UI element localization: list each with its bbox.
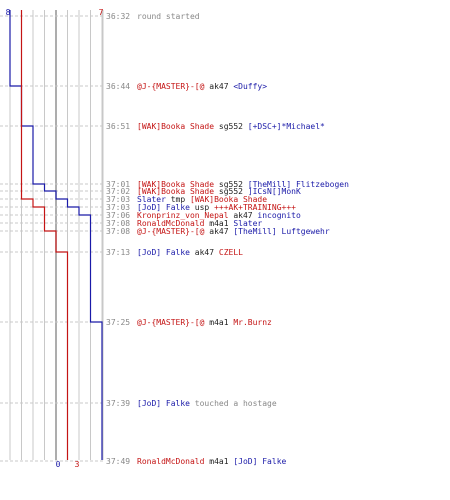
event-part: @J-{MASTER}-[@ bbox=[137, 227, 205, 236]
event-part: ak47 bbox=[190, 248, 219, 257]
event-text: @J-{MASTER}-[@ m4a1 Mr.Burnz bbox=[137, 318, 272, 327]
event-time: 37:01 bbox=[106, 180, 130, 189]
event-text: [JoD] Falke touched a hostage bbox=[137, 399, 277, 408]
event-text: [JoD] Falke ak47 CZELL bbox=[137, 248, 243, 257]
event-part: @J-{MASTER}-[@ bbox=[137, 82, 205, 91]
t-end-score: 3 bbox=[75, 460, 80, 469]
event-part: incognito bbox=[257, 211, 301, 220]
event-part: [JoD] Falke bbox=[233, 457, 286, 466]
event-part: m4a1 bbox=[204, 219, 233, 228]
event-text: Kronprinz_von_Nepal ak47 incognito bbox=[137, 211, 301, 220]
event-text: @J-{MASTER}-[@ ak47 <Duffy> bbox=[137, 82, 267, 91]
event-part: [JoD] Falke bbox=[137, 248, 190, 257]
event-part: ]ICsN[]MonK bbox=[248, 187, 301, 196]
event-log: 36:32 round started 36:44 @J-{MASTER}-[@ ak… bbox=[106, 12, 349, 466]
event-time: 37:03 bbox=[106, 203, 130, 212]
event-text: round started bbox=[137, 12, 200, 21]
event-time: 36:44 bbox=[106, 82, 130, 91]
event-part: @J-{MASTER}-[@ bbox=[137, 318, 205, 327]
event-part: Slater bbox=[233, 219, 262, 228]
event-part: [TheMill] Luftgewehr bbox=[233, 227, 330, 236]
event-text: [WAK]Booka Shade sg552 [TheMill] Flitzeb… bbox=[137, 180, 349, 189]
event-time: 37:49 bbox=[106, 457, 130, 466]
event-part: ak47 bbox=[204, 82, 233, 91]
event-part: Slater bbox=[137, 195, 166, 204]
t-start-score: 7 bbox=[99, 8, 104, 17]
event-part: [JoD] Falke bbox=[137, 203, 190, 212]
event-part: <Duffy> bbox=[233, 82, 267, 91]
event-part: CZELL bbox=[219, 248, 243, 257]
event-time: 37:03 bbox=[106, 195, 130, 204]
event-part: sg552 bbox=[214, 122, 248, 131]
event-part: +++AK+TRAINING+++ bbox=[214, 203, 296, 212]
event-part: [WAK]Booka Shade bbox=[137, 122, 214, 131]
event-text: @J-{MASTER}-[@ ak47 [TheMill] Luftgewehr bbox=[137, 227, 330, 236]
event-time: 37:13 bbox=[106, 248, 130, 257]
event-part: RonaldMcDonald bbox=[137, 457, 205, 466]
event-part: RonaldMcDonald bbox=[137, 219, 205, 228]
event-text: [JoD] Falke usp +++AK+TRAINING+++ bbox=[137, 203, 296, 212]
event-part: [TheMill] Flitzebogen bbox=[248, 180, 349, 189]
event-part: m4a1 bbox=[204, 457, 233, 466]
event-part: ak47 bbox=[229, 211, 258, 220]
event-part: Mr.Burnz bbox=[233, 318, 272, 327]
score-lines bbox=[9, 10, 103, 460]
event-text: RonaldMcDonald m4a1 [JoD] Falke bbox=[137, 457, 287, 466]
event-part: ak47 bbox=[204, 227, 233, 236]
event-time: 37:02 bbox=[106, 187, 130, 196]
event-text: [WAK]Booka Shade sg552 ]ICsN[]MonK bbox=[137, 187, 301, 196]
event-part: usp bbox=[190, 203, 214, 212]
event-part: tmp bbox=[166, 195, 190, 204]
event-part: [JoD] Falke bbox=[137, 399, 190, 408]
event-time: 36:32 bbox=[106, 12, 130, 21]
event-text: [WAK]Booka Shade sg552 [+DSC+]*Michael* bbox=[137, 122, 325, 131]
event-part: sg552 bbox=[214, 180, 248, 189]
t-score-line bbox=[20, 10, 69, 460]
event-time: 37:08 bbox=[106, 227, 130, 236]
event-part: sg552 bbox=[214, 187, 248, 196]
event-part: round started bbox=[137, 12, 200, 21]
event-time: 36:51 bbox=[106, 122, 130, 131]
ct-start-score: 8 bbox=[6, 8, 11, 17]
event-time: 37:25 bbox=[106, 318, 130, 327]
event-time: 37:39 bbox=[106, 399, 130, 408]
ct-end-score: 0 bbox=[56, 460, 61, 469]
event-text: Slater tmp [WAK]Booka Shade bbox=[137, 195, 267, 204]
event-text: RonaldMcDonald m4a1 Slater bbox=[137, 219, 262, 228]
event-part: m4a1 bbox=[204, 318, 233, 327]
event-time: 37:06 bbox=[106, 211, 130, 220]
event-part: Kronprinz_von_Nepal bbox=[137, 211, 229, 220]
event-part: [WAK]Booka Shade bbox=[137, 180, 214, 189]
event-part: [+DSC+]*Michael* bbox=[248, 122, 325, 131]
event-part: [WAK]Booka Shade bbox=[190, 195, 267, 204]
event-part: touched a hostage bbox=[190, 399, 277, 408]
event-part: [WAK]Booka Shade bbox=[137, 187, 214, 196]
event-time: 37:08 bbox=[106, 219, 130, 228]
timeline-grid bbox=[0, 10, 104, 462]
